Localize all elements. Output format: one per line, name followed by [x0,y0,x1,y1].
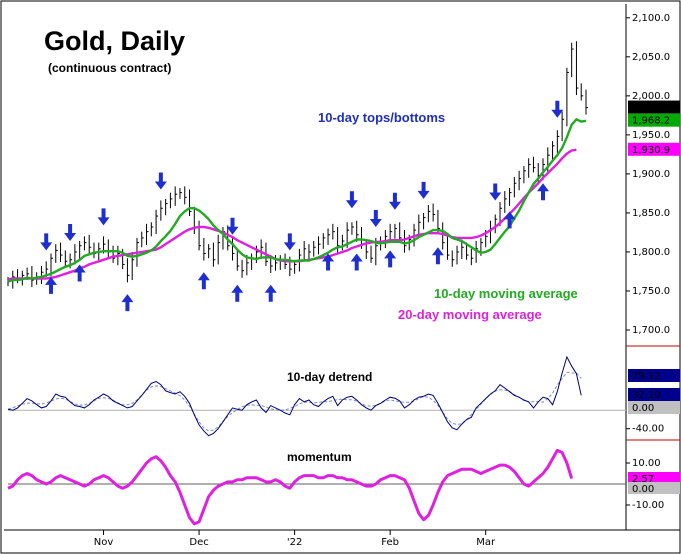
chart-title: Gold, Daily [44,26,185,56]
last-value-box [628,369,680,382]
detrend-smooth-line [7,371,582,432]
x-tick-label: Nov [94,537,114,548]
last-value-label: 0.00 [632,403,654,414]
x-tick-label: Mar [476,537,496,548]
bottom-arrow-icon [231,284,244,302]
chart-subtitle: (continuous contract) [48,61,171,75]
bottom-arrow-icon [264,284,277,302]
y-tick-label: 2,050.0 [632,52,670,63]
x-tick-label: Dec [189,537,208,548]
top-arrow-icon [388,192,401,210]
bottom-arrow-icon [537,183,550,201]
bottom-arrow-icon [121,294,134,312]
last-value-label: 1,985.0 [632,103,670,114]
last-value-box [628,388,680,401]
y-tick-label: 2,100.0 [632,13,670,24]
last-value-label: 2.57 [632,474,654,485]
ma10-annotation: 10-day moving average [434,286,578,301]
bottom-arrow-icon [384,250,397,268]
y-tick-label: 2,000.0 [632,91,670,102]
ohlc-bars [7,41,588,289]
top-arrow-icon [226,217,239,235]
detrend-title: 10-day detrend [287,370,372,384]
top-arrow-icon [283,233,296,251]
y-tick-label: 1,850.0 [632,208,670,219]
y-tick-label: -40.00 [632,424,664,435]
last-value-box [628,142,680,156]
y-tick-label: 1,950.0 [632,130,670,141]
top-arrow-icon [154,172,167,190]
last-value-box [628,100,680,114]
bottom-arrow-icon [350,253,363,271]
detrend-line [7,355,582,437]
y-tick-label: 1,700.0 [632,325,670,336]
ma20-annotation: 20-day moving average [398,307,542,322]
top-arrow-icon [417,181,430,199]
last-value-label: 1,930.9 [632,145,670,156]
dynamic-layer: 1,700.0 1,750.0 1,800.0 1,850.0 1,900.0 1,950… [4,4,680,548]
top-arrow-icon [551,100,564,118]
momentum-title: momentum [287,450,352,464]
y-tick-label: 10.00 [632,458,661,469]
x-tick-label: Feb [381,537,399,548]
last-value-label: 0.00 [632,484,654,495]
y-tick-label: 1,750.0 [632,286,670,297]
top-arrow-icon [64,224,77,242]
last-value-box [628,472,680,484]
y-tick-label: -10.00 [632,500,664,511]
last-value-label: 32.10 [632,390,661,401]
bottom-arrow-icon [73,264,86,282]
momentum-line [7,448,574,526]
tops-bottoms-annotation: 10-day tops/bottoms [318,110,445,125]
last-value-box [628,401,680,414]
top-arrow-icon [489,183,502,201]
bottom-arrow-icon [197,272,210,290]
bottom-arrow-icon [322,253,335,271]
top-arrow-icon [40,233,53,251]
last-value-label: 79.12 [632,371,661,382]
top-arrow-icon [345,191,358,209]
y-tick-label: 1,800.0 [632,247,670,258]
last-value-label: 1,968.2 [632,116,670,127]
last-value-box [628,113,680,127]
y-tick-label: 1,900.0 [632,169,670,180]
last-value-box [628,482,680,494]
bottom-arrow-icon [44,276,57,294]
ma10-line [7,117,587,283]
x-tick-label: '22 [287,537,302,548]
top-arrow-icon [369,209,382,227]
bottom-arrow-icon [503,211,516,229]
top-arrow-icon [97,208,110,226]
bottom-arrow-icon [431,247,444,265]
